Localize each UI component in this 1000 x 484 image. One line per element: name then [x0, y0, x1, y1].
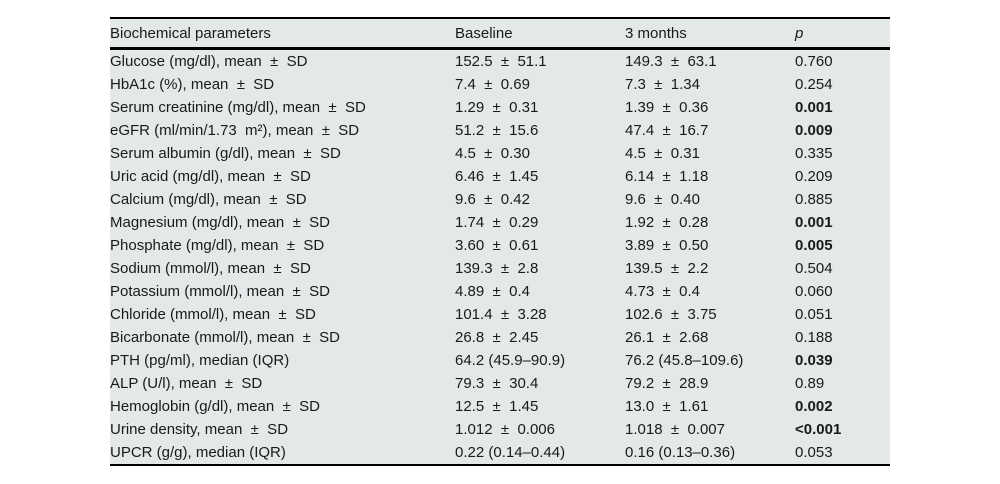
p-value-cell: 0.209 — [795, 168, 833, 185]
table-row-glucose: Glucose (mg/dl), mean ± SD 152.5 ± 51.1 … — [110, 49, 890, 74]
baseline-cell: 9.6 ± 0.42 — [455, 191, 530, 208]
table-row-hba1c: HbA1c (%), mean ± SD 7.4 ± 0.69 7.3 ± 1.… — [110, 73, 890, 96]
months3-cell: 47.4 ± 16.7 — [625, 122, 709, 139]
baseline-cell: 79.3 ± 30.4 — [455, 375, 539, 392]
param-cell: Chloride (mmol/l), mean ± SD — [110, 306, 316, 323]
header-biochemical-parameters: Biochemical parameters — [110, 18, 455, 50]
months3-cell: 102.6 ± 3.75 — [625, 306, 717, 323]
table-row-upcr: UPCR (g/g), median (IQR) 0.22 (0.14–0.44… — [110, 441, 890, 465]
months3-cell: 26.1 ± 2.68 — [625, 329, 709, 346]
baseline-cell: 3.60 ± 0.61 — [455, 237, 539, 254]
months3-cell: 1.39 ± 0.36 — [625, 99, 709, 116]
p-value-cell: 0.254 — [795, 76, 833, 93]
param-cell: Hemoglobin (g/dl), mean ± SD — [110, 398, 320, 415]
baseline-cell: 1.012 ± 0.006 — [455, 421, 555, 438]
months3-cell: 1.92 ± 0.28 — [625, 214, 709, 231]
p-value-cell: 0.002 — [795, 398, 833, 415]
baseline-cell: 1.29 ± 0.31 — [455, 99, 539, 116]
table-row-sodium: Sodium (mmol/l), mean ± SD 139.3 ± 2.8 1… — [110, 257, 890, 280]
header-row: Biochemical parameters Baseline 3 months… — [110, 18, 890, 50]
months3-cell: 3.89 ± 0.50 — [625, 237, 709, 254]
p-value-cell: 0.760 — [795, 53, 833, 70]
table-row-bicarbonate: Bicarbonate (mmol/l), mean ± SD 26.8 ± 2… — [110, 326, 890, 349]
table-header: Biochemical parameters Baseline 3 months… — [110, 18, 890, 50]
param-cell: Magnesium (mg/dl), mean ± SD — [110, 214, 330, 231]
baseline-cell: 4.5 ± 0.30 — [455, 145, 530, 162]
months3-cell: 4.73 ± 0.4 — [625, 283, 700, 300]
param-cell: Calcium (mg/dl), mean ± SD — [110, 191, 307, 208]
table-row-urine-density: Urine density, mean ± SD 1.012 ± 0.006 1… — [110, 418, 890, 441]
months3-cell: 9.6 ± 0.40 — [625, 191, 700, 208]
param-cell: UPCR (g/g), median (IQR) — [110, 444, 286, 461]
param-cell: Urine density, mean ± SD — [110, 421, 289, 438]
months3-cell: 139.5 ± 2.2 — [625, 260, 709, 277]
param-cell: ALP (U/l), mean ± SD — [110, 375, 263, 392]
table-row-calcium: Calcium (mg/dl), mean ± SD 9.6 ± 0.42 9.… — [110, 188, 890, 211]
table-row-egfr: eGFR (ml/min/1.73 m²), mean ± SD 51.2 ± … — [110, 119, 890, 142]
table-row-pth: PTH (pg/ml), median (IQR) 64.2 (45.9–90.… — [110, 349, 890, 372]
p-value-cell: 0.005 — [795, 237, 833, 254]
months3-cell: 6.14 ± 1.18 — [625, 168, 709, 185]
param-cell: Serum creatinine (mg/dl), mean ± SD — [110, 99, 366, 116]
table-row-uric-acid: Uric acid (mg/dl), mean ± SD 6.46 ± 1.45… — [110, 165, 890, 188]
baseline-cell: 101.4 ± 3.28 — [455, 306, 547, 323]
p-value-cell: <0.001 — [795, 421, 842, 438]
baseline-cell: 1.74 ± 0.29 — [455, 214, 539, 231]
param-cell: PTH (pg/ml), median (IQR) — [110, 352, 290, 369]
months3-cell: 149.3 ± 63.1 — [625, 53, 717, 70]
months3-cell: 7.3 ± 1.34 — [625, 76, 700, 93]
months3-cell: 76.2 (45.8–109.6) — [625, 352, 744, 369]
p-value-cell: 0.051 — [795, 306, 833, 323]
p-value-cell: 0.504 — [795, 260, 833, 277]
param-cell: Serum albumin (g/dl), mean ± SD — [110, 145, 341, 162]
p-value-cell: 0.001 — [795, 99, 833, 116]
table-row-potassium: Potassium (mmol/l), mean ± SD 4.89 ± 0.4… — [110, 280, 890, 303]
p-value-cell: 0.060 — [795, 283, 833, 300]
param-cell: Uric acid (mg/dl), mean ± SD — [110, 168, 311, 185]
table-row-serum-albumin: Serum albumin (g/dl), mean ± SD 4.5 ± 0.… — [110, 142, 890, 165]
table-row-alp: ALP (U/l), mean ± SD 79.3 ± 30.4 79.2 ± … — [110, 372, 890, 395]
baseline-cell: 6.46 ± 1.45 — [455, 168, 539, 185]
table-body: Glucose (mg/dl), mean ± SD 152.5 ± 51.1 … — [110, 49, 890, 466]
p-value-cell: 0.188 — [795, 329, 833, 346]
months3-cell: 1.018 ± 0.007 — [625, 421, 725, 438]
param-cell: Bicarbonate (mmol/l), mean ± SD — [110, 329, 340, 346]
param-cell: Potassium (mmol/l), mean ± SD — [110, 283, 330, 300]
baseline-cell: 51.2 ± 15.6 — [455, 122, 539, 139]
header-p-value: p — [795, 18, 890, 50]
param-cell: Glucose (mg/dl), mean ± SD — [110, 53, 308, 70]
baseline-cell: 4.89 ± 0.4 — [455, 283, 530, 300]
baseline-cell: 12.5 ± 1.45 — [455, 398, 539, 415]
p-value-cell: 0.039 — [795, 352, 833, 369]
param-cell: HbA1c (%), mean ± SD — [110, 76, 275, 93]
months3-cell: 79.2 ± 28.9 — [625, 375, 709, 392]
param-cell: Sodium (mmol/l), mean ± SD — [110, 260, 311, 277]
months3-cell: 0.16 (0.13–0.36) — [625, 444, 736, 461]
baseline-cell: 0.22 (0.14–0.44) — [455, 444, 566, 461]
biochemical-parameters-table: Biochemical parameters Baseline 3 months… — [110, 17, 890, 466]
param-cell: eGFR (ml/min/1.73 m²), mean ± SD — [110, 122, 360, 139]
baseline-cell: 26.8 ± 2.45 — [455, 329, 539, 346]
table-row-chloride: Chloride (mmol/l), mean ± SD 101.4 ± 3.2… — [110, 303, 890, 326]
table-row-magnesium: Magnesium (mg/dl), mean ± SD 1.74 ± 0.29… — [110, 211, 890, 234]
p-value-cell: 0.053 — [795, 444, 833, 461]
header-3-months: 3 months — [625, 18, 795, 50]
p-value-cell: 0.335 — [795, 145, 833, 162]
table-row-phosphate: Phosphate (mg/dl), mean ± SD 3.60 ± 0.61… — [110, 234, 890, 257]
param-cell: Phosphate (mg/dl), mean ± SD — [110, 237, 325, 254]
table-row-serum-creatinine: Serum creatinine (mg/dl), mean ± SD 1.29… — [110, 96, 890, 119]
p-value-cell: 0.89 — [795, 375, 825, 392]
baseline-cell: 7.4 ± 0.69 — [455, 76, 530, 93]
p-value-cell: 0.001 — [795, 214, 833, 231]
baseline-cell: 64.2 (45.9–90.9) — [455, 352, 566, 369]
p-value-cell: 0.885 — [795, 191, 833, 208]
p-value-cell: 0.009 — [795, 122, 833, 139]
baseline-cell: 139.3 ± 2.8 — [455, 260, 539, 277]
months3-cell: 4.5 ± 0.31 — [625, 145, 700, 162]
baseline-cell: 152.5 ± 51.1 — [455, 53, 547, 70]
table-row-hemoglobin: Hemoglobin (g/dl), mean ± SD 12.5 ± 1.45… — [110, 395, 890, 418]
header-baseline: Baseline — [455, 18, 625, 50]
months3-cell: 13.0 ± 1.61 — [625, 398, 709, 415]
